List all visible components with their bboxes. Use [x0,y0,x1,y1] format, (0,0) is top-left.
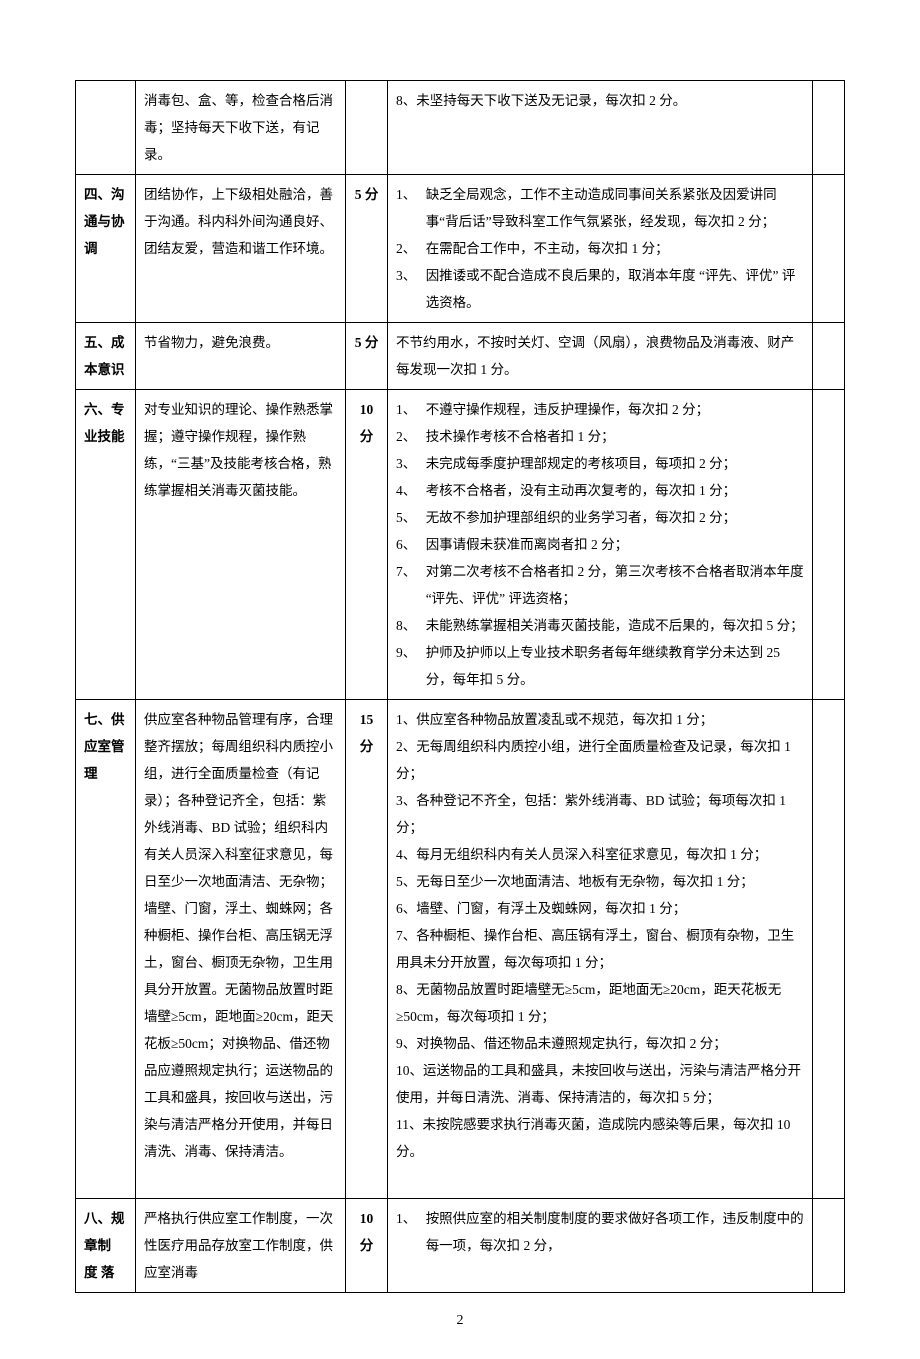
description-cell: 严格执行供应室工作制度，一次性医疗用品存放室工作制度，供应室消毒 [136,1199,346,1293]
document-page: 消毒包、盒、等，检查合格后消毒；坚持每天下收下送，有记录。 8、未坚持每天下收下送… [0,0,920,1359]
rules-cell: 1、按照供应室的相关制度制度的要求做好各项工作，违反制度中的每一项，每次扣 2 … [388,1199,813,1293]
rule-item: 1、缺乏全局观念，工作不主动造成同事间关系紧张及因爱讲同事“背后话”导致科室工作… [396,181,804,235]
category-cell: 七、供应室管理 [76,700,136,1199]
rule-item-number: 4、 [396,477,426,504]
rule-item-text: 因事请假未获准而离岗者扣 2 分； [426,531,804,558]
empty-cell [813,175,845,323]
rule-line: 1、供应室各种物品放置凌乱或不规范，每次扣 1 分； [396,706,804,733]
rule-item: 1、按照供应室的相关制度制度的要求做好各项工作，违反制度中的每一项，每次扣 2 … [396,1205,804,1259]
rule-item-number: 8、 [396,612,426,639]
rule-item: 8、未能熟练掌握相关消毒灭菌技能，造成不后果的，每次扣 5 分； [396,612,804,639]
empty-cell [813,390,845,700]
rule-item: 4、考核不合格者，没有主动再次复考的，每次扣 1 分； [396,477,804,504]
rule-item-number: 2、 [396,235,426,262]
rule-item-number: 1、 [396,396,426,423]
rule-item-text: 对第二次考核不合格者扣 2 分，第三次考核不合格者取消本年度 “评先、评优” 评… [426,558,804,612]
table-row: 四、沟通与协调团结协作，上下级相处融洽，善于沟通。科内科外间沟通良好、团结友爱，… [76,175,845,323]
table-row: 六、专业技能对专业知识的理论、操作熟悉掌握；遵守操作规程，操作熟练，“三基”及技… [76,390,845,700]
rule-item: 2、技术操作考核不合格者扣 1 分； [396,423,804,450]
rule-item-number: 5、 [396,504,426,531]
rule-item-text: 护师及护师以上专业技术职务者每年继续教育学分未达到 25 分，每年扣 5 分。 [426,639,804,693]
rule-item-number: 7、 [396,558,426,612]
table-row: 消毒包、盒、等，检查合格后消毒；坚持每天下收下送，有记录。 8、未坚持每天下收下送… [76,81,845,175]
score-cell: 15 分 [346,700,388,1199]
description-cell: 供应室各种物品管理有序，合理整齐摆放；每周组织科内质控小组，进行全面质量检查（有… [136,700,346,1199]
rule-item-text: 无故不参加护理部组织的业务学习者，每次扣 2 分； [426,504,804,531]
rules-cell: 不节约用水，不按时关灯、空调（风扇），浪费物品及消毒液、财产每发现一次扣 1 分… [388,323,813,390]
score-cell: 5 分 [346,323,388,390]
evaluation-table: 消毒包、盒、等，检查合格后消毒；坚持每天下收下送，有记录。 8、未坚持每天下收下送… [75,80,845,1293]
table-row: 七、供应室管理供应室各种物品管理有序，合理整齐摆放；每周组织科内质控小组，进行全… [76,700,845,1199]
category-cell: 六、专业技能 [76,390,136,700]
empty-cell [813,700,845,1199]
score-cell [346,81,388,175]
rule-item: 2、在需配合工作中，不主动，每次扣 1 分； [396,235,804,262]
rule-item: 6、因事请假未获准而离岗者扣 2 分； [396,531,804,558]
rules-cell: 8、未坚持每天下收下送及无记录，每次扣 2 分。 [388,81,813,175]
category-cell: 八、规章制 度 落 [76,1199,136,1293]
empty-cell [813,1199,845,1293]
rule-item-number: 6、 [396,531,426,558]
rule-item-text: 不遵守操作规程，违反护理操作，每次扣 2 分； [426,396,804,423]
score-cell: 10 分 [346,390,388,700]
description-cell: 对专业知识的理论、操作熟悉掌握；遵守操作规程，操作熟练，“三基”及技能考核合格，… [136,390,346,700]
rule-text: 8、未坚持每天下收下送及无记录，每次扣 2 分。 [396,87,804,114]
rule-item: 3、未完成每季度护理部规定的考核项目，每项扣 2 分； [396,450,804,477]
rule-item-number: 3、 [396,450,426,477]
description-cell: 团结协作，上下级相处融洽，善于沟通。科内科外间沟通良好、团结友爱，营造和谐工作环… [136,175,346,323]
blank-line [396,1165,804,1192]
rule-item: 5、无故不参加护理部组织的业务学习者，每次扣 2 分； [396,504,804,531]
table-row: 五、成本意识节省物力，避免浪费。5 分不节约用水，不按时关灯、空调（风扇），浪费… [76,323,845,390]
rule-item-text: 未能熟练掌握相关消毒灭菌技能，造成不后果的，每次扣 5 分； [426,612,804,639]
rule-item-text: 在需配合工作中，不主动，每次扣 1 分； [426,235,804,262]
rules-cell: 1、缺乏全局观念，工作不主动造成同事间关系紧张及因爱讲同事“背后话”导致科室工作… [388,175,813,323]
rule-line: 7、各种橱柜、操作台柜、高压锅有浮土，窗台、橱顶有杂物，卫生用具未分开放置，每次… [396,922,804,976]
rule-item-number: 3、 [396,262,426,316]
rule-line: 5、无每日至少一次地面清洁、地板有无杂物，每次扣 1 分； [396,868,804,895]
score-cell: 10 分 [346,1199,388,1293]
category-cell: 五、成本意识 [76,323,136,390]
rule-item: 7、对第二次考核不合格者扣 2 分，第三次考核不合格者取消本年度 “评先、评优”… [396,558,804,612]
rule-item-text: 考核不合格者，没有主动再次复考的，每次扣 1 分； [426,477,804,504]
rules-cell: 1、不遵守操作规程，违反护理操作，每次扣 2 分；2、技术操作考核不合格者扣 1… [388,390,813,700]
rule-item-number: 2、 [396,423,426,450]
rule-item-text: 技术操作考核不合格者扣 1 分； [426,423,804,450]
rule-item: 9、护师及护师以上专业技术职务者每年继续教育学分未达到 25 分，每年扣 5 分… [396,639,804,693]
rule-line: 3、各种登记不齐全，包括：紫外线消毒、BD 试验；每项每次扣 1 分； [396,787,804,841]
rule-item-text: 未完成每季度护理部规定的考核项目，每项扣 2 分； [426,450,804,477]
category-cell: 四、沟通与协调 [76,175,136,323]
rule-item-text: 缺乏全局观念，工作不主动造成同事间关系紧张及因爱讲同事“背后话”导致科室工作气氛… [426,181,804,235]
rule-line: 10、运送物品的工具和盛具，未按回收与送出，污染与清洁严格分开使用，并每日清洗、… [396,1057,804,1111]
rule-line: 6、墙壁、门窗，有浮土及蜘蛛网，每次扣 1 分； [396,895,804,922]
rule-item-number: 9、 [396,639,426,693]
rule-line: 2、无每周组织科内质控小组，进行全面质量检查及记录，每次扣 1 分； [396,733,804,787]
table-row: 八、规章制 度 落严格执行供应室工作制度，一次性医疗用品存放室工作制度，供应室消… [76,1199,845,1293]
category-cell [76,81,136,175]
rule-line: 8、无菌物品放置时距墙壁无≥5cm，距地面无≥20cm，距天花板无≥50cm，每… [396,976,804,1030]
score-cell: 5 分 [346,175,388,323]
page-number: 2 [75,1293,845,1329]
description-cell: 消毒包、盒、等，检查合格后消毒；坚持每天下收下送，有记录。 [136,81,346,175]
empty-cell [813,323,845,390]
rule-item-text: 按照供应室的相关制度制度的要求做好各项工作，违反制度中的每一项，每次扣 2 分， [426,1205,804,1259]
rule-item: 3、因推诿或不配合造成不良后果的，取消本年度 “评先、评优” 评选资格。 [396,262,804,316]
rule-line: 11、未按院感要求执行消毒灭菌，造成院内感染等后果，每次扣 10 分。 [396,1111,804,1165]
rule-item-text: 因推诿或不配合造成不良后果的，取消本年度 “评先、评优” 评选资格。 [426,262,804,316]
rules-cell: 1、供应室各种物品放置凌乱或不规范，每次扣 1 分；2、无每周组织科内质控小组，… [388,700,813,1199]
rule-line: 9、对换物品、借还物品未遵照规定执行，每次扣 2 分； [396,1030,804,1057]
rule-text: 不节约用水，不按时关灯、空调（风扇），浪费物品及消毒液、财产每发现一次扣 1 分… [396,329,804,383]
rule-item-number: 1、 [396,1205,426,1259]
rule-line: 4、每月无组织科内有关人员深入科室征求意见，每次扣 1 分； [396,841,804,868]
empty-cell [813,81,845,175]
description-cell: 节省物力，避免浪费。 [136,323,346,390]
rule-item-number: 1、 [396,181,426,235]
rule-item: 1、不遵守操作规程，违反护理操作，每次扣 2 分； [396,396,804,423]
